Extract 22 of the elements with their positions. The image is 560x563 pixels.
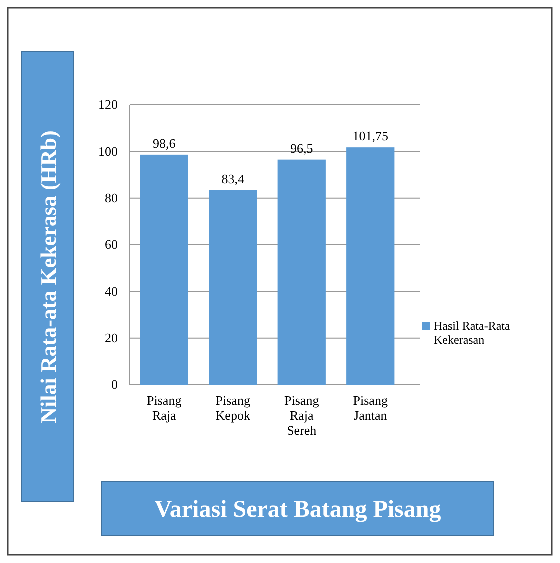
x-axis-title: Variasi Serat Batang Pisang	[154, 497, 442, 523]
data-label: 96,5	[290, 140, 314, 156]
y-tick-label: 80	[105, 190, 118, 206]
data-label: 83,4	[222, 171, 245, 186]
y-tick-label: 120	[98, 97, 118, 112]
x-tick-label: Pisang Raja Sereh	[284, 393, 320, 438]
y-tick-label: 40	[105, 284, 118, 299]
y-tick-label: 100	[98, 144, 118, 159]
x-tick-label: Pisang Kepok	[216, 393, 251, 423]
bar	[346, 148, 395, 385]
y-tick-label: 20	[105, 330, 118, 346]
y-tick-label: 0	[112, 377, 118, 392]
y-tick-label: 60	[105, 237, 118, 252]
bar	[278, 160, 326, 385]
data-label: 98,6	[153, 136, 176, 151]
bar	[140, 154, 188, 385]
bar	[209, 190, 258, 385]
x-tick-label: Pisang Jantan	[353, 393, 388, 423]
x-tick-label: Pisang Raja	[147, 393, 182, 423]
y-axis-title: Nilai Rata-ata Kekerasa (HRb)	[36, 130, 61, 424]
legend-label: Hasil Rata-Rata Kekerasan	[434, 319, 511, 347]
data-label: 101,75	[352, 128, 388, 144]
